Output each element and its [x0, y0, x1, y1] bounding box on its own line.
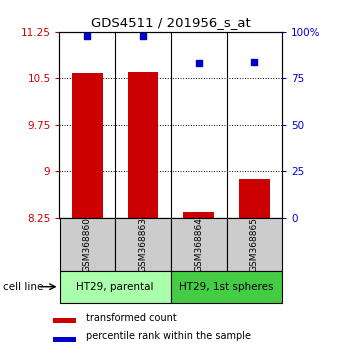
Point — [140, 33, 146, 39]
Text: HT29, 1st spheres: HT29, 1st spheres — [179, 282, 274, 292]
Bar — [53, 337, 76, 342]
Text: percentile rank within the sample: percentile rank within the sample — [86, 331, 251, 341]
Bar — [128, 72, 158, 218]
Bar — [59, 271, 171, 303]
Text: cell line: cell line — [3, 282, 44, 292]
Bar — [115, 218, 171, 271]
Text: transformed count: transformed count — [86, 313, 177, 322]
Bar — [226, 218, 282, 271]
Text: GSM368864: GSM368864 — [194, 217, 203, 272]
Bar — [183, 212, 214, 218]
Title: GDS4511 / 201956_s_at: GDS4511 / 201956_s_at — [91, 16, 251, 29]
Bar — [171, 271, 282, 303]
Bar — [171, 218, 226, 271]
Text: GSM368863: GSM368863 — [138, 217, 148, 272]
Point — [252, 59, 257, 64]
Bar — [239, 179, 270, 218]
Text: HT29, parental: HT29, parental — [76, 282, 154, 292]
Text: GSM368860: GSM368860 — [83, 217, 92, 272]
Text: GSM368865: GSM368865 — [250, 217, 259, 272]
Point — [85, 33, 90, 39]
Bar — [53, 318, 76, 323]
Bar — [59, 218, 115, 271]
Bar — [72, 73, 103, 218]
Point — [196, 61, 201, 66]
